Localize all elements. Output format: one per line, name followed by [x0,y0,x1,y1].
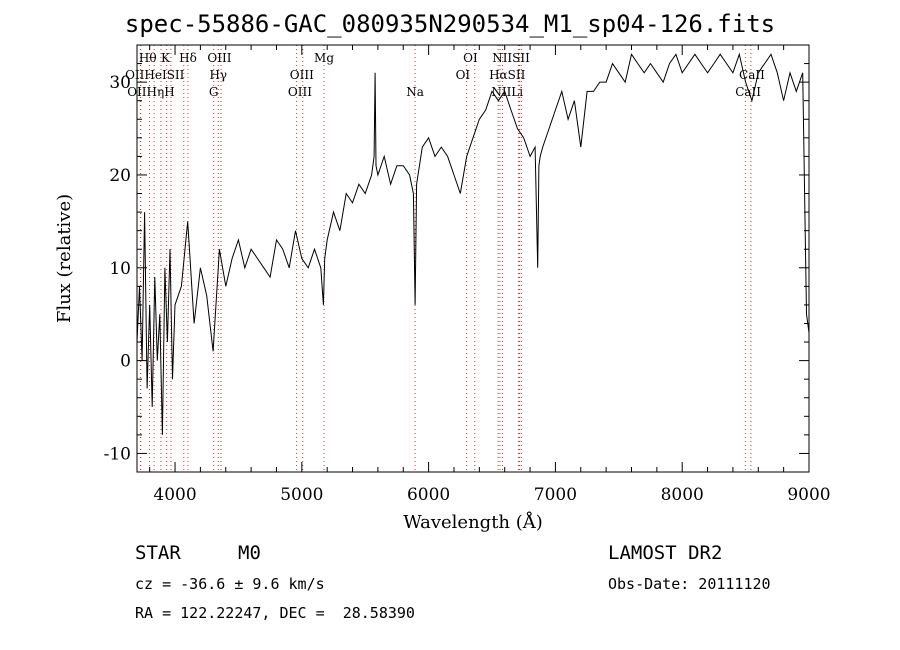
class-label: STAR [135,542,181,564]
cz-value: cz = -36.6 ± 9.6 km/s [135,575,325,593]
y-tick-label-2: 10 [109,259,131,279]
line-label-2: Hδ [179,51,197,65]
survey-label: LAMOST DR2 [608,542,723,564]
line-label-1: K [161,51,171,65]
line-label-11: HαSII [489,68,526,82]
spectrum-line [136,52,810,435]
line-label-8: Hγ [209,68,227,82]
x-axis-label: Wavelength (Å) [403,511,543,533]
y-axis-label: Flux (relative) [54,194,75,323]
x-tick-label-5: 9000 [787,485,830,505]
x-tick-label-2: 6000 [407,485,450,505]
y-tick-label-1: 0 [120,352,131,372]
y-tick-label-0: -10 [104,444,131,464]
line-label-10: OI [456,68,471,82]
line-label-7: OIIHeISII [125,68,185,82]
line-label-9: OIII [290,68,314,82]
line-label-3: OIII [207,51,231,65]
line-label-12: CaII [739,68,765,82]
line-label-18: CaII [735,85,761,99]
line-label-6: NIISII [492,51,530,65]
line-label-0: Hθ [139,51,157,65]
line-label-15: OIII [288,85,312,99]
chart-title: spec-55886-GAC_080935N290534_M1_sp04-126… [124,10,776,38]
axis-ticks: 4000 5000 6000 7000 8000 9000 -10 0 10 20 30 [104,44,831,505]
y-tick-label-3: 20 [109,166,131,186]
plot-frame [136,44,810,473]
y-tick-label-4: 30 [109,73,131,93]
x-tick-label-3: 7000 [534,485,577,505]
subclass-label: M0 [238,542,261,564]
line-label-14: G [209,85,219,99]
line-label-17: NIILi [491,85,523,99]
line-label-5: OI [463,51,478,65]
line-label-4: Mg [314,51,334,65]
line-label-13: OIIHηH [127,85,174,99]
x-tick-label-1: 5000 [280,485,323,505]
obs-date: Obs-Date: 20111120 [608,575,771,593]
x-tick-label-0: 4000 [153,485,196,505]
line-label-16: Na [406,85,424,99]
coordinates: RA = 122.22247, DEC = 28.58390 [135,604,415,622]
x-tick-label-4: 8000 [661,485,704,505]
